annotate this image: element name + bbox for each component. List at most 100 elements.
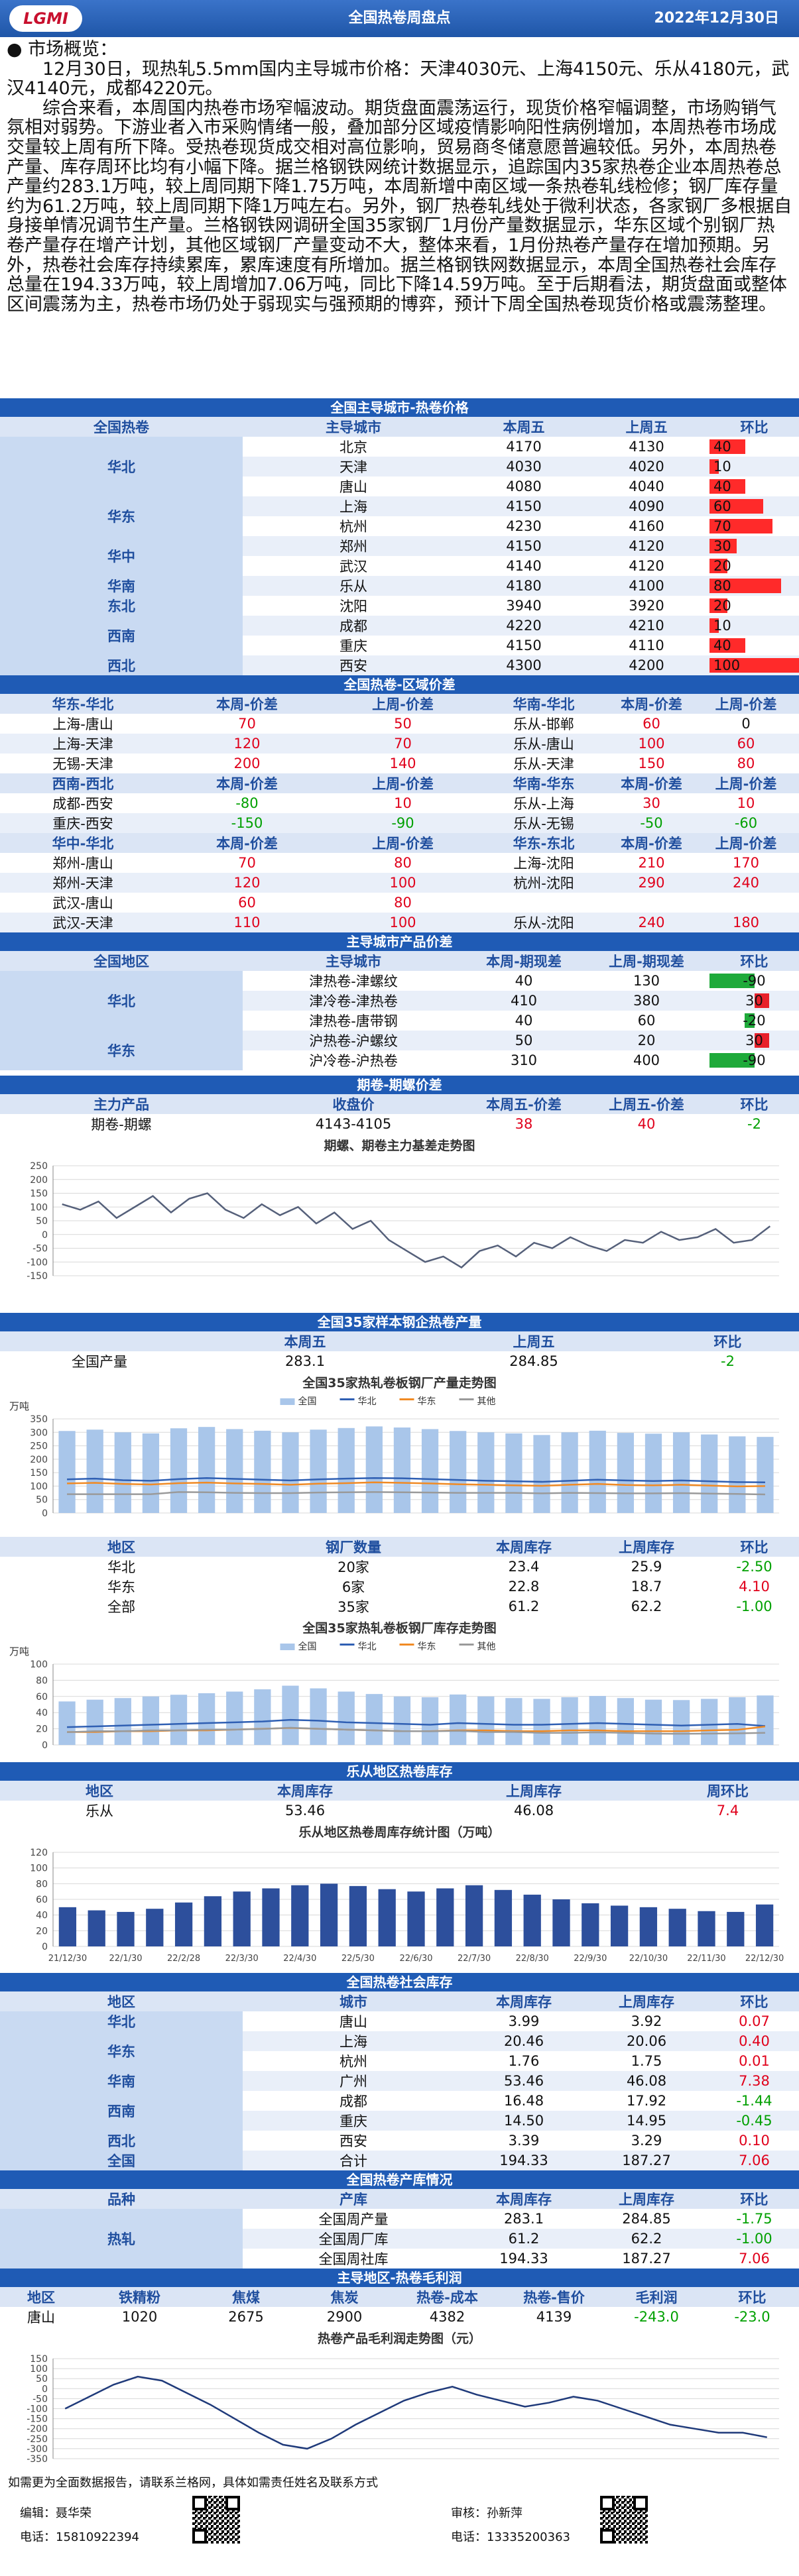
table-cell: 284.85 xyxy=(622,2211,671,2227)
bar xyxy=(338,1428,355,1513)
line xyxy=(64,2375,767,2450)
bar xyxy=(582,1903,599,1946)
bar xyxy=(709,579,781,593)
header-cell: 上周库存 xyxy=(584,1991,709,2011)
table-cell: 1020 xyxy=(121,2309,158,2325)
table-cell: 乐从-唐山 xyxy=(477,734,610,754)
table-cell: 乐从-沈阳 xyxy=(477,913,610,932)
y-tick-label: -150 xyxy=(27,1271,48,1282)
y-tick-label: 100 xyxy=(30,1202,48,1213)
bar-label: -20 xyxy=(743,1013,766,1029)
table-cell: 6家 xyxy=(341,1579,365,1595)
table-cell: 成都 xyxy=(339,2094,367,2109)
line xyxy=(67,1477,765,1483)
header-cell: 环比 xyxy=(706,2287,799,2307)
table: 华东-华北 本周-价差 上周-价差 华南-华北 本周-价差 上周-价差 上海-唐山 70 50 乐… xyxy=(0,694,799,932)
table-cell: 61.2 xyxy=(508,1598,540,1614)
bar xyxy=(393,1427,411,1513)
legend-swatch xyxy=(399,1398,414,1400)
table-cell: 乐从-天津 xyxy=(513,756,574,772)
table-cell: -2 xyxy=(747,1116,761,1132)
section-title: 乐从地区热卷库存 xyxy=(0,1762,799,1781)
table-cell: 60 xyxy=(643,716,660,732)
bar-cell: 30 xyxy=(709,1031,799,1050)
header-cell: 本周库存 xyxy=(199,1781,411,1801)
table-cell: 18.7 xyxy=(631,1579,662,1595)
table-cell: 400 xyxy=(633,1052,660,1068)
table-cell: 210 xyxy=(638,855,665,871)
bar xyxy=(709,439,745,454)
header-cell: 上周-期现差 xyxy=(584,951,709,971)
table-cell: 4090 xyxy=(584,496,709,516)
table-cell: 60 xyxy=(238,895,256,911)
bar-label: 20 xyxy=(713,558,731,574)
bar xyxy=(465,1885,483,1946)
table-cell: 16.48 xyxy=(503,2093,544,2109)
table: 地区 城市 本周库存 上周库存 环比 华北 唐山 3.99 3.92 0.07 华东 上海 20.46 2… xyxy=(0,1991,799,2170)
header-row: 地区 城市 本周库存 上周库存 环比 xyxy=(0,1991,799,2011)
bar xyxy=(86,1699,103,1745)
header-cell: 产库 xyxy=(243,2189,464,2209)
supply-stock-table: 品种 产库 本周库存 上周库存 环比 热轧 全国周产量 283.1 284.85 -1.75 全国周… xyxy=(0,2189,799,2268)
header-cell: 华南-华东 xyxy=(477,773,610,793)
y-axis-label: 万吨 xyxy=(9,1400,29,1412)
header-cell: 本周-价差 xyxy=(166,773,328,793)
table-cell: 14.95 xyxy=(584,2111,709,2131)
table-cell: 120 xyxy=(166,734,328,754)
bar-cell: 80 xyxy=(709,576,799,596)
table-cell: 38 xyxy=(515,1116,533,1132)
bar xyxy=(709,974,755,988)
y-tick-label: 100 xyxy=(30,1481,48,1492)
table-row: 全国周社库 194.33 187.27 7.06 xyxy=(0,2249,799,2268)
table-cell: -1.00 xyxy=(709,2229,799,2249)
table-cell: 290 xyxy=(610,873,693,893)
mill-stock-chart: 全国35家热轧卷板钢厂库存走势图 万吨 全国 华北 华东 其他 100 80 60 40 20 0 xyxy=(0,1616,799,1756)
empty-cell xyxy=(693,893,799,913)
table-row: 无锡-天津 200 140 乐从-天津 150 80 xyxy=(0,754,799,773)
bar xyxy=(757,1437,774,1513)
table-row: 杭州 1.76 1.75 0.01 xyxy=(0,2051,799,2071)
table-cell: 4143-4105 xyxy=(315,1116,392,1132)
table-cell: 1.75 xyxy=(631,2053,662,2069)
bar xyxy=(226,1429,243,1513)
region-cell: 华东 xyxy=(0,1031,243,1070)
table-cell: 全国周社库 xyxy=(318,2251,389,2267)
table: 本周五 上周五 环比 全国产量 283.1 284.85 -2 xyxy=(0,1331,799,1371)
bar xyxy=(709,519,772,533)
bar xyxy=(523,1894,541,1946)
header-cell: 本周-价差 xyxy=(610,833,693,853)
table-cell: 重庆-西安 xyxy=(0,813,166,833)
bar xyxy=(672,1432,690,1513)
y-tick-label: 80 xyxy=(36,1879,48,1889)
header-cell: 本周五 xyxy=(464,417,584,437)
table-cell: 郑州-唐山 xyxy=(52,856,113,871)
table-cell: 3920 xyxy=(629,598,664,614)
table-cell: 乐从-上海 xyxy=(513,796,574,812)
table-cell: -60 xyxy=(693,813,799,833)
table-cell: 北京 xyxy=(339,439,367,455)
region-cell: 华南 xyxy=(0,576,243,596)
header-cell: 环比 xyxy=(709,1094,799,1114)
y-axis-label: 万吨 xyxy=(9,1646,29,1657)
table-cell: 4220 xyxy=(464,616,584,636)
bar xyxy=(701,1434,718,1513)
bar xyxy=(291,1885,309,1946)
table-cell: 200 xyxy=(233,756,261,771)
table-row: 西南 成都 4220 4210 10 xyxy=(0,616,799,655)
region-cell: 热轧 xyxy=(0,2209,243,2268)
region-cell: 西南 xyxy=(0,2091,243,2131)
table-cell: 乐从-无锡 xyxy=(477,813,610,833)
table-cell: 杭州 xyxy=(339,519,367,535)
table-row: 全部 35家 61.2 62.2 -1.00 xyxy=(0,1596,799,1616)
table-cell: 14.50 xyxy=(464,2111,584,2131)
region-cell: 东北 xyxy=(0,596,243,616)
bar-label: 60 xyxy=(713,498,731,514)
legend-label: 华东 xyxy=(418,1642,436,1652)
legend-label: 华北 xyxy=(358,1642,377,1652)
y-tick-label: 350 xyxy=(30,1414,48,1425)
x-tick-label: 22/2/28 xyxy=(167,1954,200,1964)
table: 全国热卷 主导城市 本周五 上周五 环比 华北 北京 4170 4130 40 天津 4030 4020… xyxy=(0,417,799,675)
table: 地区 钢厂数量 本周库存 上周库存 环比 华北 20家 23.4 25.9 -2.50 华东 6家 22… xyxy=(0,1537,799,1616)
y-tick-label: 250 xyxy=(30,1441,48,1452)
